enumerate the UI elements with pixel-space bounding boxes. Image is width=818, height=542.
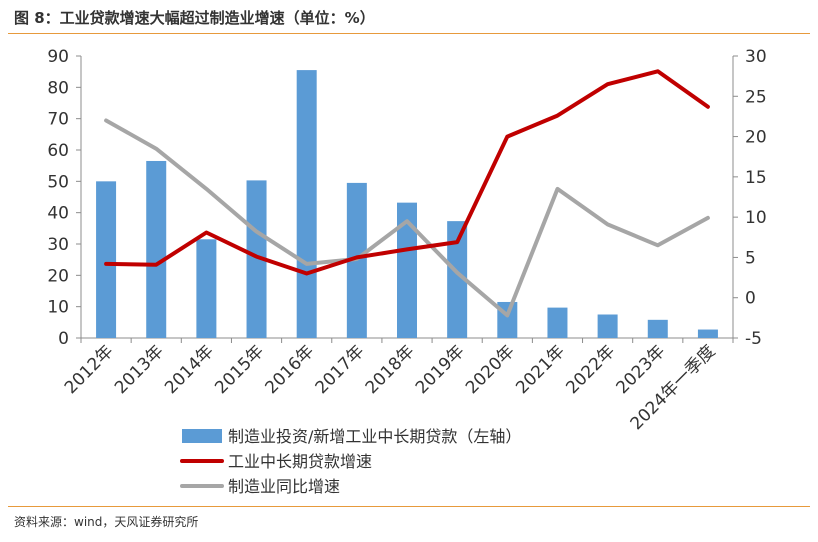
x-category-label: 2015年: [211, 341, 268, 398]
x-category-label: 2020年: [462, 341, 519, 398]
left-axis-tick-label: 20: [47, 266, 69, 286]
x-category-label: 2018年: [362, 341, 419, 398]
x-category-label: 2013年: [111, 341, 168, 398]
right-axis-tick-label: 20: [745, 128, 767, 148]
x-category-label: 2017年: [312, 341, 369, 398]
combo-chart: 0102030405060708090-50510152025302012年20…: [47, 47, 767, 496]
bottom-divider: [8, 506, 810, 507]
right-axis-tick-label: 25: [745, 87, 767, 107]
bar: [397, 202, 417, 338]
bar: [96, 181, 117, 338]
x-category-label: 2019年: [412, 341, 469, 398]
bar: [146, 160, 167, 338]
left-axis-tick-label: 30: [47, 235, 69, 255]
bar: [597, 314, 618, 338]
x-category-label: 2016年: [261, 341, 318, 398]
chart-title: 图 8：工业贷款增速大幅超过制造业增速（单位：%）: [14, 9, 375, 27]
bar: [697, 329, 718, 338]
right-axis-tick-label: 0: [745, 289, 756, 309]
legend-item-loan-growth-label: 工业中长期贷款增速: [228, 452, 372, 471]
top-divider: [8, 33, 810, 34]
left-axis-tick-label: 80: [47, 78, 69, 98]
right-axis-tick-label: 5: [745, 248, 756, 268]
bar: [296, 70, 317, 338]
right-axis-tick-label: 30: [745, 47, 767, 67]
x-category-label: 2012年: [61, 341, 118, 398]
left-axis-tick-label: 0: [58, 329, 69, 349]
right-axis-tick-label: 10: [745, 208, 767, 228]
bar: [447, 221, 468, 338]
right-axis-tick-label: 15: [745, 168, 767, 188]
bar: [246, 180, 267, 338]
x-category-label: 2021年: [512, 341, 569, 398]
left-axis-tick-label: 60: [47, 141, 69, 161]
left-axis-tick-label: 40: [47, 204, 69, 224]
source-note: 资料来源：wind，天风证券研究所: [14, 515, 199, 529]
left-axis-tick-label: 50: [47, 172, 69, 192]
bar: [547, 307, 568, 338]
left-axis-tick-label: 70: [47, 110, 69, 130]
left-axis-tick-label: 90: [47, 47, 69, 67]
x-category-label: 2014年: [161, 341, 218, 398]
legend-item-bar-ratio-swatch: [182, 429, 222, 443]
x-category-label: 2022年: [562, 341, 619, 398]
bar: [647, 319, 668, 338]
right-axis-tick-label: -5: [745, 329, 762, 349]
bar: [196, 239, 217, 338]
left-axis-tick-label: 10: [47, 298, 69, 318]
legend-item-manufacturing-growth-label: 制造业同比增速: [228, 477, 340, 496]
legend-item-bar-ratio-label: 制造业投资/新增工业中长期贷款（左轴）: [228, 427, 521, 446]
